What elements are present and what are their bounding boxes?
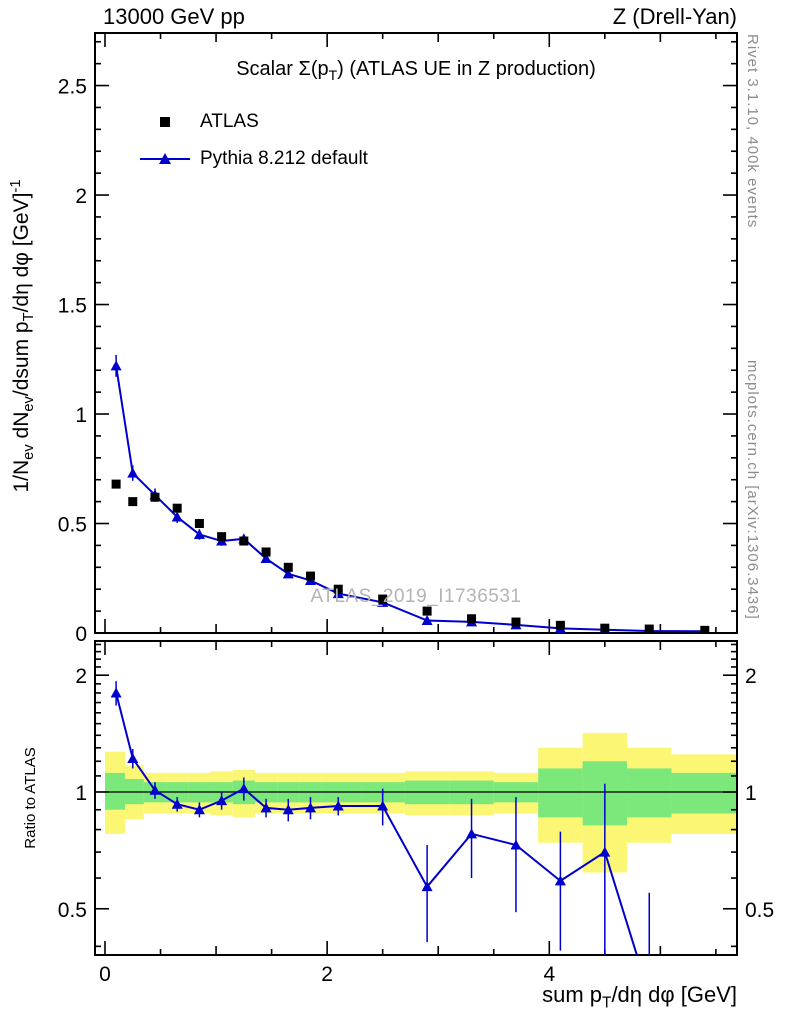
green-band-bin <box>538 768 583 818</box>
pythia-point <box>110 360 122 371</box>
atlas-point <box>511 617 521 627</box>
atlas-point <box>422 606 432 616</box>
pythia-point <box>193 528 205 539</box>
ratio-series <box>110 681 651 955</box>
tick-label: 0 <box>75 623 87 646</box>
atlas-point <box>217 532 227 542</box>
pythia-ratio-line <box>115 692 638 955</box>
tick-label: 0 <box>99 963 111 986</box>
beam-energy-label: 13000 GeV pp <box>103 4 245 29</box>
atlas-point <box>111 479 121 489</box>
atlas-point <box>378 594 388 604</box>
pythia-ratio-point <box>377 800 389 811</box>
tick-label: 0.5 <box>58 514 87 537</box>
ratio-y-axis-title: Ratio to ATLAS <box>22 747 39 849</box>
main-series <box>110 354 710 633</box>
tick-label: 1 <box>75 782 87 805</box>
atlas-point <box>555 620 565 630</box>
tick-label: 2 <box>75 185 87 208</box>
legend-label-pythia: Pythia 8.212 default <box>200 147 368 169</box>
ratio-uncertainty-bands <box>104 732 737 873</box>
main-y-axis-title: 1/Nev dNev/dsum pT/dη dφ [GeV]-1 <box>8 179 38 493</box>
main-frame <box>94 32 738 634</box>
rivet-version-note: Rivet 3.1.10, 400k events <box>744 34 761 229</box>
pythia-ratio-point <box>304 802 316 813</box>
pythia-ratio-point <box>149 784 161 795</box>
pythia-ratio-point <box>193 804 205 815</box>
pythia-point <box>260 553 272 564</box>
atlas-marker-icon <box>160 116 170 127</box>
atlas-point <box>305 571 315 581</box>
tick-label: 1 <box>75 404 87 427</box>
atlas-point <box>150 492 160 502</box>
mcplots-reference-note: mcplots.cern.ch [arXiv:1306.3436] <box>744 360 761 620</box>
ratio-frame <box>94 640 738 956</box>
x-axis-title: sum pT/dη dφ [GeV] <box>542 982 737 1012</box>
legend: ATLAS Pythia 8.212 default <box>140 103 368 177</box>
pythia-marker-icon <box>140 152 190 164</box>
legend-item-atlas: ATLAS <box>140 103 368 140</box>
green-band-bin <box>671 772 737 814</box>
atlas-point <box>239 536 249 546</box>
green-band-bin <box>627 768 672 818</box>
tick-label: 1 <box>745 782 757 805</box>
pythia-ratio-point <box>332 800 344 811</box>
legend-label-atlas: ATLAS <box>200 110 259 132</box>
atlas-point <box>333 584 343 594</box>
pythia-ratio-point <box>216 795 228 806</box>
tick-label: 1.5 <box>58 295 87 318</box>
pythia-ratio-point <box>260 802 272 813</box>
atlas-point <box>283 562 293 572</box>
pythia-ratio-point <box>554 875 566 886</box>
atlas-point <box>700 625 710 633</box>
process-label: Z (Drell-Yan) <box>612 4 737 29</box>
pythia-point <box>127 467 139 478</box>
legend-item-pythia: Pythia 8.212 default <box>140 140 368 177</box>
pythia-ratio-point <box>282 804 294 815</box>
pythia-ratio-point <box>466 828 478 839</box>
pythia-ratio-point <box>238 783 250 794</box>
pythia-ratio-point <box>110 687 122 698</box>
pythia-ratio-point <box>171 798 183 809</box>
analysis-watermark: ATLAS_2019_I1736531 <box>310 586 522 607</box>
tick-label: 2 <box>745 665 757 688</box>
pythia-point <box>282 568 294 579</box>
atlas-point <box>600 623 610 633</box>
pythia-ratio-point <box>510 839 522 850</box>
green-band-bin <box>104 772 125 810</box>
pythia-point <box>171 511 183 522</box>
pythia-ratio-point <box>599 846 611 857</box>
tick-label: 0.5 <box>745 899 774 922</box>
atlas-point <box>128 497 138 507</box>
tick-labels: 0 0.5 1 1.5 2 2.5 0.5 0.5 1 1 2 2 0 2 4 <box>58 76 774 986</box>
atlas-point <box>644 624 654 633</box>
pythia-ratio-point <box>421 881 433 892</box>
pythia-point <box>421 615 433 626</box>
pythia-ratio-point <box>127 752 139 763</box>
tick-label: 4 <box>543 963 555 986</box>
atlas-point <box>467 614 477 624</box>
atlas-point <box>194 519 204 529</box>
tick-label: 2 <box>75 665 87 688</box>
atlas-point <box>261 547 271 557</box>
tick-label: 2 <box>321 963 333 986</box>
atlas-point <box>172 503 182 513</box>
plot-title: Scalar Σ(pT) (ATLAS UE in Z production) <box>236 58 596 83</box>
tick-label: 2.5 <box>58 76 87 99</box>
tick-label: 0.5 <box>58 899 87 922</box>
